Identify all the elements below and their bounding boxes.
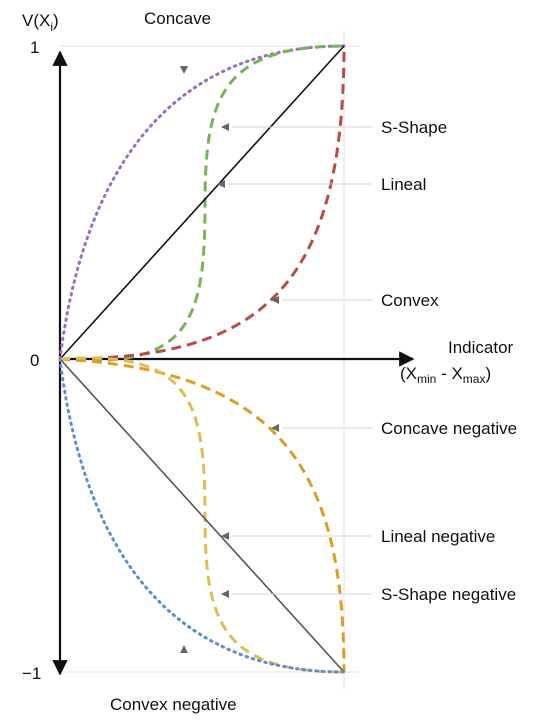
x-axis-label-line1: Indicator: [448, 338, 514, 357]
x-axis-label-line2: (Xmin - Xmax): [400, 364, 491, 386]
lineal-negative-line: [59, 358, 345, 673]
label-s-shape-negative: S-Shape negative: [381, 585, 516, 604]
lineal-line: [59, 45, 345, 360]
label-lineal: Lineal: [381, 175, 426, 194]
convex-negative-pointer-icon: [180, 645, 188, 653]
tick-label-bottom: −1: [22, 664, 41, 683]
label-concave: Concave: [144, 9, 211, 28]
concave-negative-pointer-icon: [271, 424, 279, 432]
label-s-shape: S-Shape: [381, 118, 447, 137]
label-convex-negative: Convex negative: [110, 695, 237, 714]
label-concave-negative: Concave negative: [381, 419, 517, 438]
convex-negative-curve: [58, 357, 346, 674]
lineal-negative-pointer-icon: [221, 532, 229, 540]
y-axis-label: V(Xi): [22, 11, 59, 34]
s-shape-curve: [59, 44, 345, 362]
s-shape-pointer-icon: [221, 123, 229, 131]
label-lineal-negative: Lineal negative: [381, 527, 495, 546]
s-shape-negative-pointer-icon: [221, 590, 229, 598]
tick-label-top: 1: [30, 38, 39, 57]
tick-label-zero: 0: [30, 351, 39, 370]
s-shape-negative-curve: [59, 356, 345, 674]
lineal-pointer-icon: [217, 180, 225, 188]
label-convex: Convex: [381, 291, 439, 310]
convex-pointer-icon: [271, 296, 279, 304]
convex-curve: [59, 45, 346, 361]
concave-pointer-icon: [180, 66, 188, 74]
